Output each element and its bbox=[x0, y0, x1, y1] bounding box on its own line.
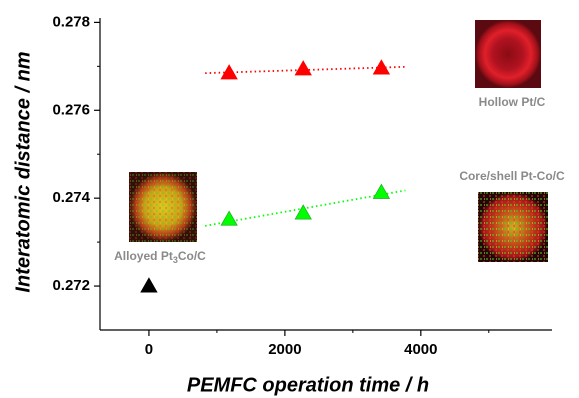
y-tick-label: 0.278 bbox=[52, 13, 90, 30]
y-axis-title: Interatomic distance / nm bbox=[12, 51, 34, 292]
x-tick-label: 0 bbox=[145, 341, 153, 358]
inset-core-shell bbox=[478, 192, 548, 262]
y-tick-label: 0.274 bbox=[52, 189, 90, 206]
marker bbox=[295, 205, 311, 219]
marker bbox=[373, 60, 389, 74]
marker bbox=[221, 211, 237, 225]
annotation-part: Hollow Pt/C bbox=[479, 95, 546, 109]
annotation-part: Alloyed Pt bbox=[114, 249, 173, 263]
chart: 0.272 0.274 0.276 0.278 0 2000 4000 Interatomic… bbox=[0, 0, 579, 398]
annotation: Core/shell Pt-Co/C bbox=[459, 169, 565, 183]
x-tick-label: 4000 bbox=[404, 341, 437, 358]
y-tick-label: 0.276 bbox=[52, 101, 90, 118]
y-tick-label: 0.272 bbox=[52, 277, 90, 294]
annotation-part: Co/C bbox=[178, 249, 206, 263]
x-tick-label: 2000 bbox=[268, 341, 301, 358]
annotation-part: Core/shell Pt-Co/C bbox=[459, 169, 565, 183]
inset-hollow bbox=[475, 20, 541, 88]
annotation: Hollow Pt/C bbox=[479, 95, 546, 109]
marker bbox=[373, 184, 389, 198]
marker bbox=[141, 278, 157, 292]
marker bbox=[295, 61, 311, 75]
annotation: Alloyed Pt3Co/C bbox=[114, 249, 206, 265]
x-axis-title: PEMFC operation time / h bbox=[187, 374, 429, 396]
inset-alloyed bbox=[129, 172, 197, 242]
